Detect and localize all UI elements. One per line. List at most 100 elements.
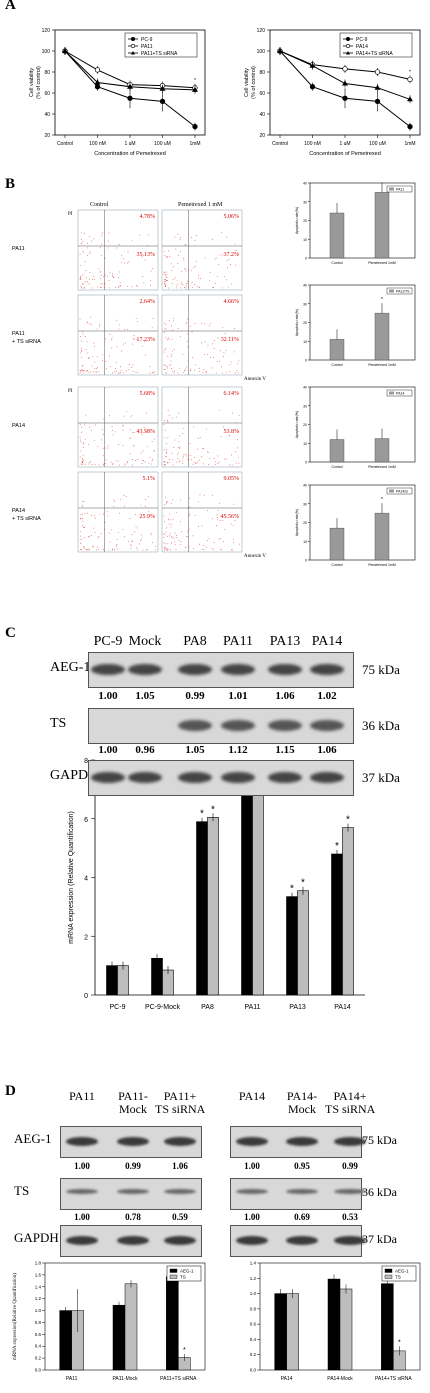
flow-event [223, 426, 225, 428]
flow-event [234, 520, 236, 521]
flow-event [119, 366, 121, 368]
flow-event [141, 463, 143, 465]
y-axis-label-group: Apoptotic rate(%) [295, 309, 299, 336]
flow-event [81, 460, 83, 462]
flow-event [166, 277, 168, 279]
flow-event [204, 257, 206, 259]
flow-event [211, 548, 213, 550]
flow-event [140, 540, 142, 541]
flow-event [149, 456, 151, 458]
y-tick-label: 100 [257, 49, 266, 55]
bar-aeg-1 [331, 853, 343, 996]
flow-event [165, 456, 166, 458]
flow-event [230, 523, 232, 525]
flow-event [192, 357, 194, 359]
flow-event [123, 424, 124, 426]
flow-event [192, 463, 194, 465]
flow-event [147, 496, 149, 498]
flow-event [82, 365, 84, 367]
flow-event [178, 441, 180, 443]
y-tick-label: 0.2 [35, 1356, 42, 1361]
flow-plot-frame [161, 294, 243, 376]
flow-event [191, 459, 192, 461]
flow-event [165, 328, 167, 330]
y-tick-label: 80 [44, 70, 50, 76]
significance-star: * [301, 878, 305, 889]
flow-event [99, 326, 101, 328]
flow-event [126, 286, 128, 287]
flow-event [99, 324, 101, 326]
flow-event [164, 521, 165, 523]
flow-event [88, 549, 90, 551]
flow-event [91, 429, 93, 431]
flow-event [86, 512, 88, 514]
blot-kda-label: 36 kDa [362, 718, 400, 733]
flow-event [164, 504, 166, 506]
flow-event [115, 460, 117, 462]
flow-event [195, 364, 197, 366]
y-tick-label: 0.0 [250, 1368, 257, 1373]
flow-event [79, 424, 81, 426]
apoptosis-bar [329, 339, 345, 361]
flow-event [170, 503, 172, 505]
flow-event [214, 464, 216, 466]
flow-event [109, 541, 111, 543]
flow-event [216, 517, 218, 518]
flow-event [234, 328, 235, 330]
quadrant-lower-right: 37.2% [224, 252, 240, 258]
y-tick-label: 0 [305, 559, 307, 563]
flow-event [227, 286, 229, 288]
flow-event [84, 261, 86, 263]
flow-event [106, 511, 108, 512]
legend-swatch [169, 1274, 178, 1279]
x-tick-label: 1 uM [339, 141, 350, 147]
y-tick-label: 20 [44, 133, 50, 139]
y-tick-label: 30 [303, 404, 307, 408]
flow-event [144, 430, 146, 432]
flow-event [205, 546, 207, 548]
flow-event [132, 371, 134, 372]
flow-event [166, 502, 167, 504]
flow-event [80, 371, 82, 373]
flow-event [109, 287, 111, 289]
flow-event [121, 370, 123, 371]
blot-band [117, 1189, 149, 1194]
flow-event [86, 281, 88, 283]
flow-event [148, 462, 150, 464]
flow-event [217, 519, 219, 521]
flow-event [217, 276, 218, 278]
quant-ts: 1.00 [244, 1212, 260, 1222]
flow-event [163, 280, 165, 282]
flow-event [234, 243, 236, 245]
flow-event [168, 337, 169, 339]
y-axis-label-group: Cell viability (% of control) [29, 66, 42, 99]
flow-event [84, 422, 86, 424]
flow-row-label: PA11 [12, 331, 25, 337]
flow-event [104, 522, 106, 524]
flow-event [177, 233, 179, 235]
flow-event [169, 533, 171, 535]
flow-event [202, 448, 204, 450]
flow-event [128, 369, 130, 371]
flow-event [81, 350, 83, 352]
y-tick-label: 40 [259, 112, 265, 118]
flow-event [94, 531, 96, 533]
flow-event [199, 278, 201, 280]
flow-event [79, 278, 81, 280]
flow-event [81, 347, 83, 349]
flow-event [235, 422, 237, 424]
flow-event [89, 357, 91, 359]
y-axis-label: Apoptotic rate(%) [295, 309, 299, 336]
x-tick-label: PA8 [201, 1004, 214, 1011]
flow-event [122, 528, 124, 530]
flow-event [98, 268, 100, 270]
flow-event [102, 276, 104, 277]
x-tick-label: PA14 [281, 1376, 293, 1382]
flow-event [165, 497, 167, 499]
flow-event [80, 370, 82, 372]
flow-event [198, 370, 200, 372]
flow-event [86, 321, 88, 323]
flow-event [194, 461, 196, 463]
blot-band [268, 664, 302, 675]
y-tick-label: 20 [303, 219, 307, 223]
